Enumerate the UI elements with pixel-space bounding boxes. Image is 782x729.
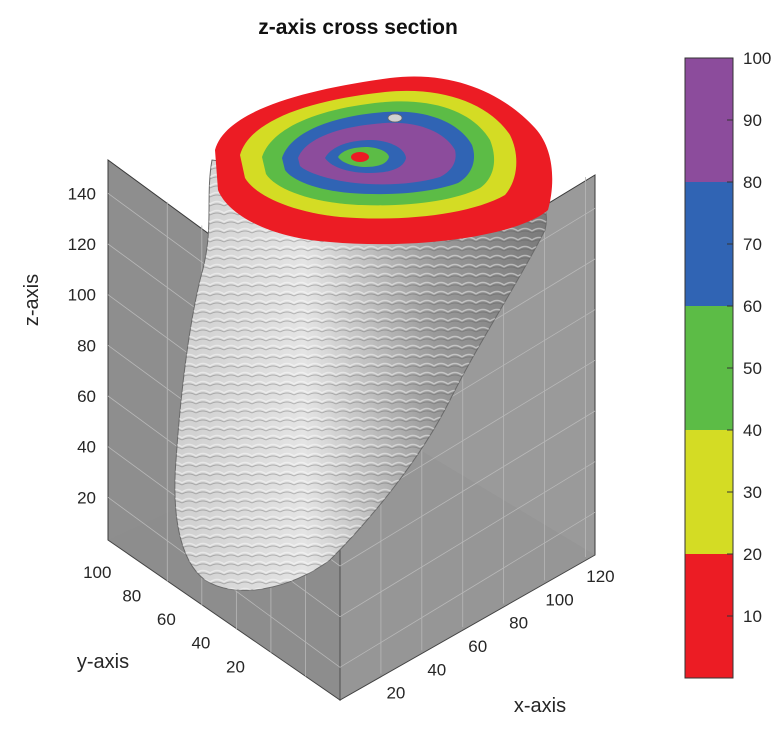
x-tick-label: 40 [427,660,446,679]
x-tick-label: 20 [386,684,405,703]
colorbar-band [685,182,733,306]
grid-line [339,511,596,668]
z-axis-ticks: 20 40 60 80 100 120 140 [68,184,96,507]
colorbar-tick-label: 10 [743,607,762,626]
colorbar-band [685,58,733,182]
colorbar-tick-label: 60 [743,297,762,316]
grid-line [339,461,596,618]
x-tick-label: 60 [468,637,487,656]
grid-line [339,410,596,567]
cross-section [215,76,553,245]
z-tick-label: 40 [77,438,96,457]
y-tick-label: 60 [157,610,176,629]
z-tick-label: 140 [68,184,96,203]
colorbar-tick-label: 50 [743,359,762,378]
y-tick-label: 20 [226,657,245,676]
bone-surface [174,159,547,591]
x-tick-label: 120 [586,567,614,586]
colorbar-tick-label: 20 [743,545,762,564]
x-axis-label: x-axis [514,695,566,717]
colorbar-tick-label: 70 [743,235,762,254]
x-axis-ticks: 20 40 60 80 100 120 [386,567,614,703]
z-axis-label: z-axis [21,274,43,326]
inner-red [351,152,369,162]
colorbar: 10 20 30 40 50 60 70 80 90 100 [684,49,771,679]
x-tick-label: 100 [545,590,573,609]
z-tick-label: 60 [77,387,96,406]
z-tick-label: 80 [77,336,96,355]
y-axis-label: y-axis [77,651,129,673]
colorbar-tick-label: 100 [743,49,771,68]
z-tick-label: 20 [77,488,96,507]
colorbar-band [685,554,733,678]
colorbar-tick-label: 80 [743,173,762,192]
z-tick-label: 120 [68,235,96,254]
x-tick-label: 80 [509,614,528,633]
canal [387,113,403,123]
chart-title: z-axis cross section [258,16,458,39]
colorbar-band [685,306,733,430]
colorbar-tick-label: 30 [743,483,762,502]
y-tick-label: 100 [83,563,111,582]
colorbar-tick-label: 40 [743,421,762,440]
y-tick-label: 40 [191,634,210,653]
y-axis-ticks: 20 40 60 80 100 [83,563,245,677]
y-tick-label: 80 [122,586,141,605]
colorbar-band [685,430,733,554]
colorbar-tick-label: 90 [743,111,762,130]
z-tick-label: 100 [68,286,96,305]
